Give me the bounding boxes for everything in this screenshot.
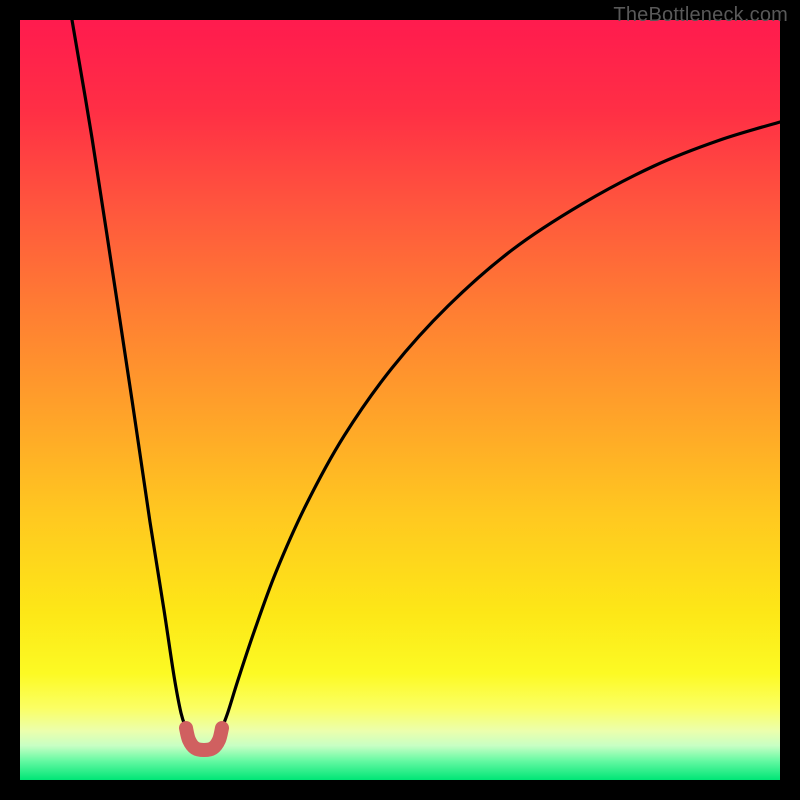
bottleneck-curve-chart xyxy=(0,0,800,800)
chart-background xyxy=(20,20,780,780)
chart-container: TheBottleneck.com xyxy=(0,0,800,800)
watermark-text: TheBottleneck.com xyxy=(613,4,788,27)
